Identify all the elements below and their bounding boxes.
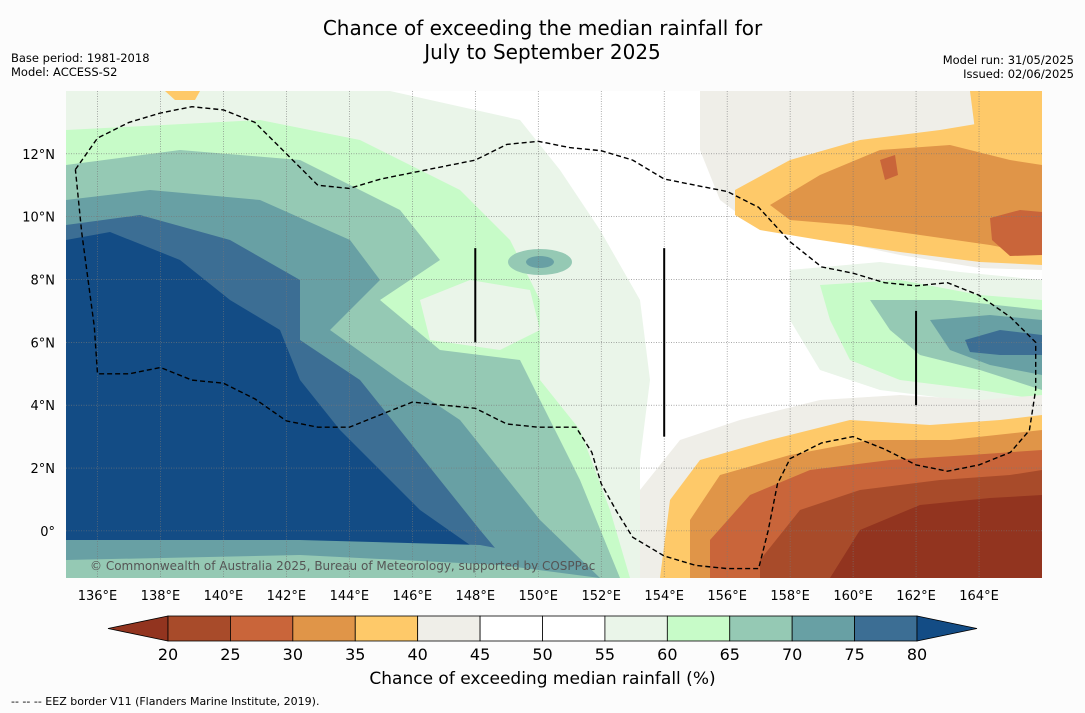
- x-tick-label: 138°E: [141, 589, 181, 604]
- x-tick-label: 136°E: [78, 589, 118, 604]
- band-80-plus-west: [66, 232, 500, 578]
- colorbar-tick-label: 75: [844, 645, 865, 664]
- colorbar-segment: [729, 615, 793, 642]
- colorbar-tick-label: 20: [157, 645, 179, 664]
- colorbar-tick-label: 35: [345, 645, 366, 664]
- y-tick-label: 0°: [40, 525, 55, 540]
- issued-text: Issued: 02/06/2025: [963, 67, 1074, 81]
- y-tick-label: 12°N: [22, 148, 55, 163]
- y-tick-label: 2°N: [31, 462, 56, 477]
- band-35-40-nw-top: [165, 91, 200, 100]
- colorbar-segment: [604, 615, 668, 642]
- y-tick-labels: 12°N 10°N 8°N 6°N 4°N 2°N 0°: [22, 148, 55, 540]
- band-below-20-se: [830, 495, 1042, 578]
- black-vertical-lines: [474, 248, 918, 437]
- colorbar-tick-label: 55: [594, 645, 616, 664]
- x-tick-label: 156°E: [707, 589, 747, 604]
- colorbar-under-arrow: [107, 615, 169, 642]
- colorbar-segment: [542, 615, 606, 642]
- colorbar-tick-label: 65: [719, 645, 740, 664]
- x-tick-label: 148°E: [456, 589, 496, 604]
- colorbar-segment: [854, 615, 918, 642]
- band-25-30-ne: [990, 210, 1042, 256]
- x-tick-label: 144°E: [330, 589, 370, 604]
- colorbar-tick-label: 80: [906, 645, 928, 664]
- colorbar-segment: [230, 615, 294, 642]
- map-plot-area: [66, 91, 1042, 578]
- x-tick-label: 140°E: [204, 589, 244, 604]
- map-title: Chance of exceeding the median rainfall …: [0, 16, 1085, 64]
- band-35-40-ne-top: [970, 91, 1042, 145]
- x-tick-label: 164°E: [959, 589, 999, 604]
- x-tick-label: 158°E: [770, 589, 810, 604]
- eez-footnote: -- -- -- EEZ border V11 (Flanders Marine…: [11, 695, 320, 708]
- band-30-35-ne: [770, 145, 1042, 255]
- colorbar-tick-label: 50: [532, 645, 553, 664]
- colorbar-tick-label: 30: [282, 645, 303, 664]
- x-tick-labels: 136°E 138°E 140°E 142°E 144°E 146°E 148°E 150°E…: [78, 589, 999, 604]
- blob-light-center: [420, 280, 540, 350]
- colorbar-tick-label: 70: [781, 645, 803, 664]
- copyright-text: © Commonwealth of Australia 2025, Bureau…: [90, 559, 595, 573]
- colorbar-tick-label: 25: [220, 645, 241, 664]
- band-25-30-ne-small: [880, 155, 898, 180]
- title-line-2: July to September 2025: [424, 40, 661, 64]
- colorbar-segment: [666, 615, 731, 642]
- x-tick-label: 142°E: [267, 589, 307, 604]
- colorbar: [107, 615, 978, 642]
- meta-left: Base period: 1981-2018 Model: ACCESS-S2: [11, 51, 150, 79]
- y-tick-label: 8°N: [31, 274, 56, 289]
- eez-border: [74, 105, 1037, 570]
- colorbar-tick-label: 60: [657, 645, 678, 664]
- colorbar-segment: [167, 615, 231, 642]
- colorbar-tick-label: 45: [469, 645, 491, 664]
- band-green-south: [66, 555, 600, 578]
- base-period-text: Base period: 1981-2018: [11, 51, 150, 65]
- colorbar-tick-label: 40: [407, 645, 428, 664]
- y-tick-label: 6°N: [31, 336, 56, 351]
- x-tick-label: 162°E: [896, 589, 936, 604]
- eez-border-line: [74, 105, 1037, 570]
- colorbar-title: Chance of exceeding median rainfall (%): [369, 669, 716, 689]
- colorbar-over-arrow: [916, 615, 978, 642]
- y-tick-label: 4°N: [31, 399, 56, 414]
- model-text: Model: ACCESS-S2: [11, 65, 118, 79]
- colorbar-segment: [417, 615, 481, 642]
- blob-blue-center: [526, 256, 554, 268]
- title-line-1: Chance of exceeding the median rainfall …: [322, 16, 763, 40]
- colorbar-segment: [354, 615, 419, 642]
- colorbar-segment: [479, 615, 543, 642]
- y-tick-label: 10°N: [22, 211, 55, 226]
- model-run-text: Model run: 31/05/2025: [942, 53, 1074, 67]
- x-tick-label: 150°E: [518, 589, 558, 604]
- x-tick-label: 154°E: [644, 589, 684, 604]
- x-tick-label: 160°E: [833, 589, 873, 604]
- colorbar-segment: [292, 615, 356, 642]
- colorbar-segment: [791, 615, 855, 642]
- x-tick-label: 152°E: [581, 589, 621, 604]
- x-tick-label: 146°E: [393, 589, 433, 604]
- meta-right: Model run: 31/05/2025 Issued: 02/06/2025: [943, 53, 1074, 81]
